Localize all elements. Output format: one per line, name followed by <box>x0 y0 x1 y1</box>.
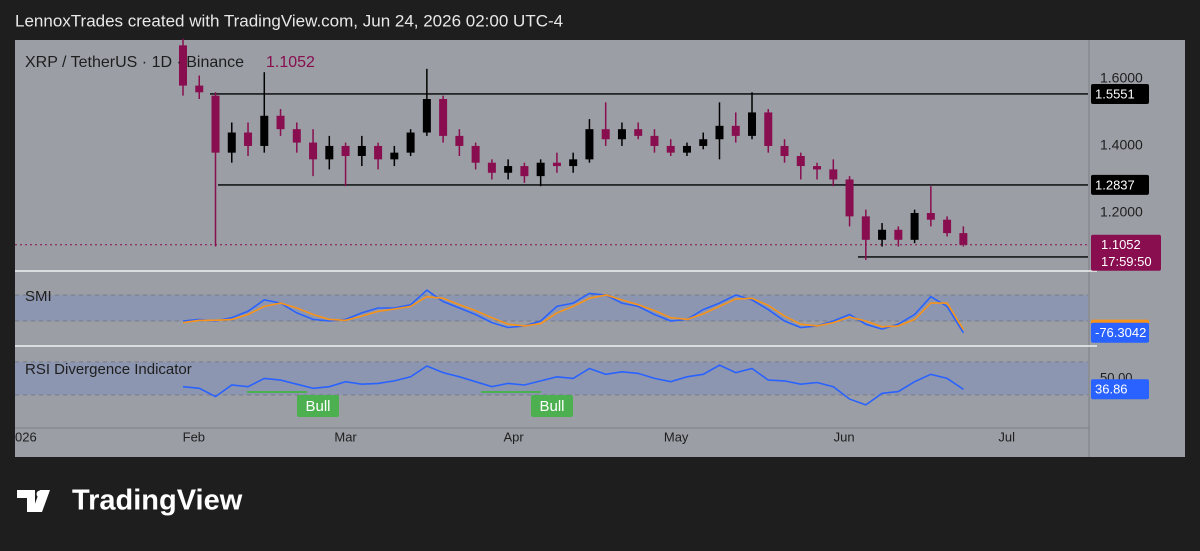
candle-body <box>650 135 659 146</box>
level-label-bg <box>1091 174 1149 195</box>
candle-body <box>390 152 399 160</box>
candle-body <box>406 132 415 153</box>
candle-body <box>585 129 594 160</box>
annotation-bg <box>531 395 573 417</box>
value-label-bg <box>1091 379 1149 400</box>
brand-logo: TradingView <box>17 485 243 517</box>
candle-body <box>910 212 919 240</box>
x-tick-label: Jun <box>834 429 855 444</box>
chart-background <box>15 40 1185 457</box>
candle-body <box>439 99 448 136</box>
candle-body <box>699 139 708 146</box>
candle-body <box>601 129 610 140</box>
y-tick-label: 1.6000 <box>1100 70 1143 86</box>
value-label: 36.86 <box>1095 382 1128 397</box>
x-tick-label: 026 <box>15 429 37 444</box>
indicator-line <box>182 294 965 331</box>
countdown: 17:59:50 <box>1101 254 1152 269</box>
candle-body <box>845 179 854 217</box>
logo-dot <box>36 490 44 498</box>
candle-body <box>260 115 269 146</box>
candle-body <box>780 145 789 157</box>
candle-body <box>682 145 691 153</box>
annotation: Bull <box>539 398 564 415</box>
indicator-line <box>182 289 965 334</box>
candle-body <box>374 145 383 160</box>
x-tick-label: May <box>664 429 689 444</box>
indicator-line <box>182 364 964 406</box>
candle-body <box>666 145 675 153</box>
candle-body <box>617 129 626 140</box>
candle-body <box>959 233 968 245</box>
level-label-bg <box>1091 83 1149 104</box>
last-price: 1.1052 <box>266 54 315 71</box>
candle-body <box>861 216 870 240</box>
logo-icon <box>17 490 50 512</box>
candle-body <box>244 132 253 146</box>
price-label: 1.1052 <box>1101 237 1141 252</box>
header: LennoxTrades created with TradingView.co… <box>15 11 563 30</box>
candle-body <box>796 156 805 167</box>
x-tick-label: Mar <box>334 429 357 444</box>
candle-body <box>748 112 757 136</box>
candle-body <box>178 45 187 86</box>
value-label-bg <box>1091 322 1149 343</box>
y-tick-label: 1.2000 <box>1100 204 1143 220</box>
candle-body <box>715 125 724 140</box>
x-tick-label: Jul <box>998 429 1015 444</box>
candle-body <box>341 145 350 157</box>
candle-body <box>195 85 204 93</box>
symbol-title: XRP / TetherUS · 1D · Binance <box>25 54 244 71</box>
y-tick-label: 1.4000 <box>1100 137 1143 153</box>
value-label: -76.3042 <box>1095 325 1146 340</box>
indicator-title: SMI <box>25 288 52 305</box>
candle-body <box>520 166 529 177</box>
candle-body <box>878 229 887 240</box>
candle-body <box>211 95 220 153</box>
candle-body <box>471 145 480 163</box>
candle-body <box>731 125 740 136</box>
candle-body <box>276 115 285 130</box>
plot: 026 Feb Mar Apr May Jun Jul 1.6000 1.4000 1.2000 1… <box>15 38 1161 444</box>
candle-body <box>894 229 903 240</box>
x-tick-label: Feb <box>183 429 205 444</box>
candle-body <box>487 162 496 173</box>
candle-body <box>504 166 513 173</box>
candle-body <box>569 159 578 167</box>
level-label: 1.5551 <box>1095 86 1135 101</box>
candle-body <box>813 166 822 170</box>
candle-body <box>536 162 545 177</box>
candle-body <box>325 145 334 160</box>
candle-body <box>552 162 561 167</box>
candle-body <box>829 169 838 180</box>
x-tick-label: Apr <box>503 429 524 444</box>
level-label: 1.2837 <box>1095 177 1135 192</box>
candle-body <box>926 212 935 220</box>
annotation-bg <box>297 395 339 417</box>
candle-body <box>292 129 301 143</box>
candle-body <box>227 132 236 153</box>
candle-body <box>422 99 431 133</box>
indicator-title: RSI Divergence Indicator <box>25 361 192 378</box>
annotation: Bull <box>305 398 330 415</box>
candle-body <box>943 219 952 234</box>
price-label-bg <box>1091 234 1161 271</box>
candle-body <box>309 142 318 160</box>
candle-body <box>634 129 643 136</box>
brand-name: TradingView <box>72 485 243 517</box>
candle-body <box>357 145 366 157</box>
candle-body <box>455 135 464 146</box>
candle-body <box>764 112 773 146</box>
